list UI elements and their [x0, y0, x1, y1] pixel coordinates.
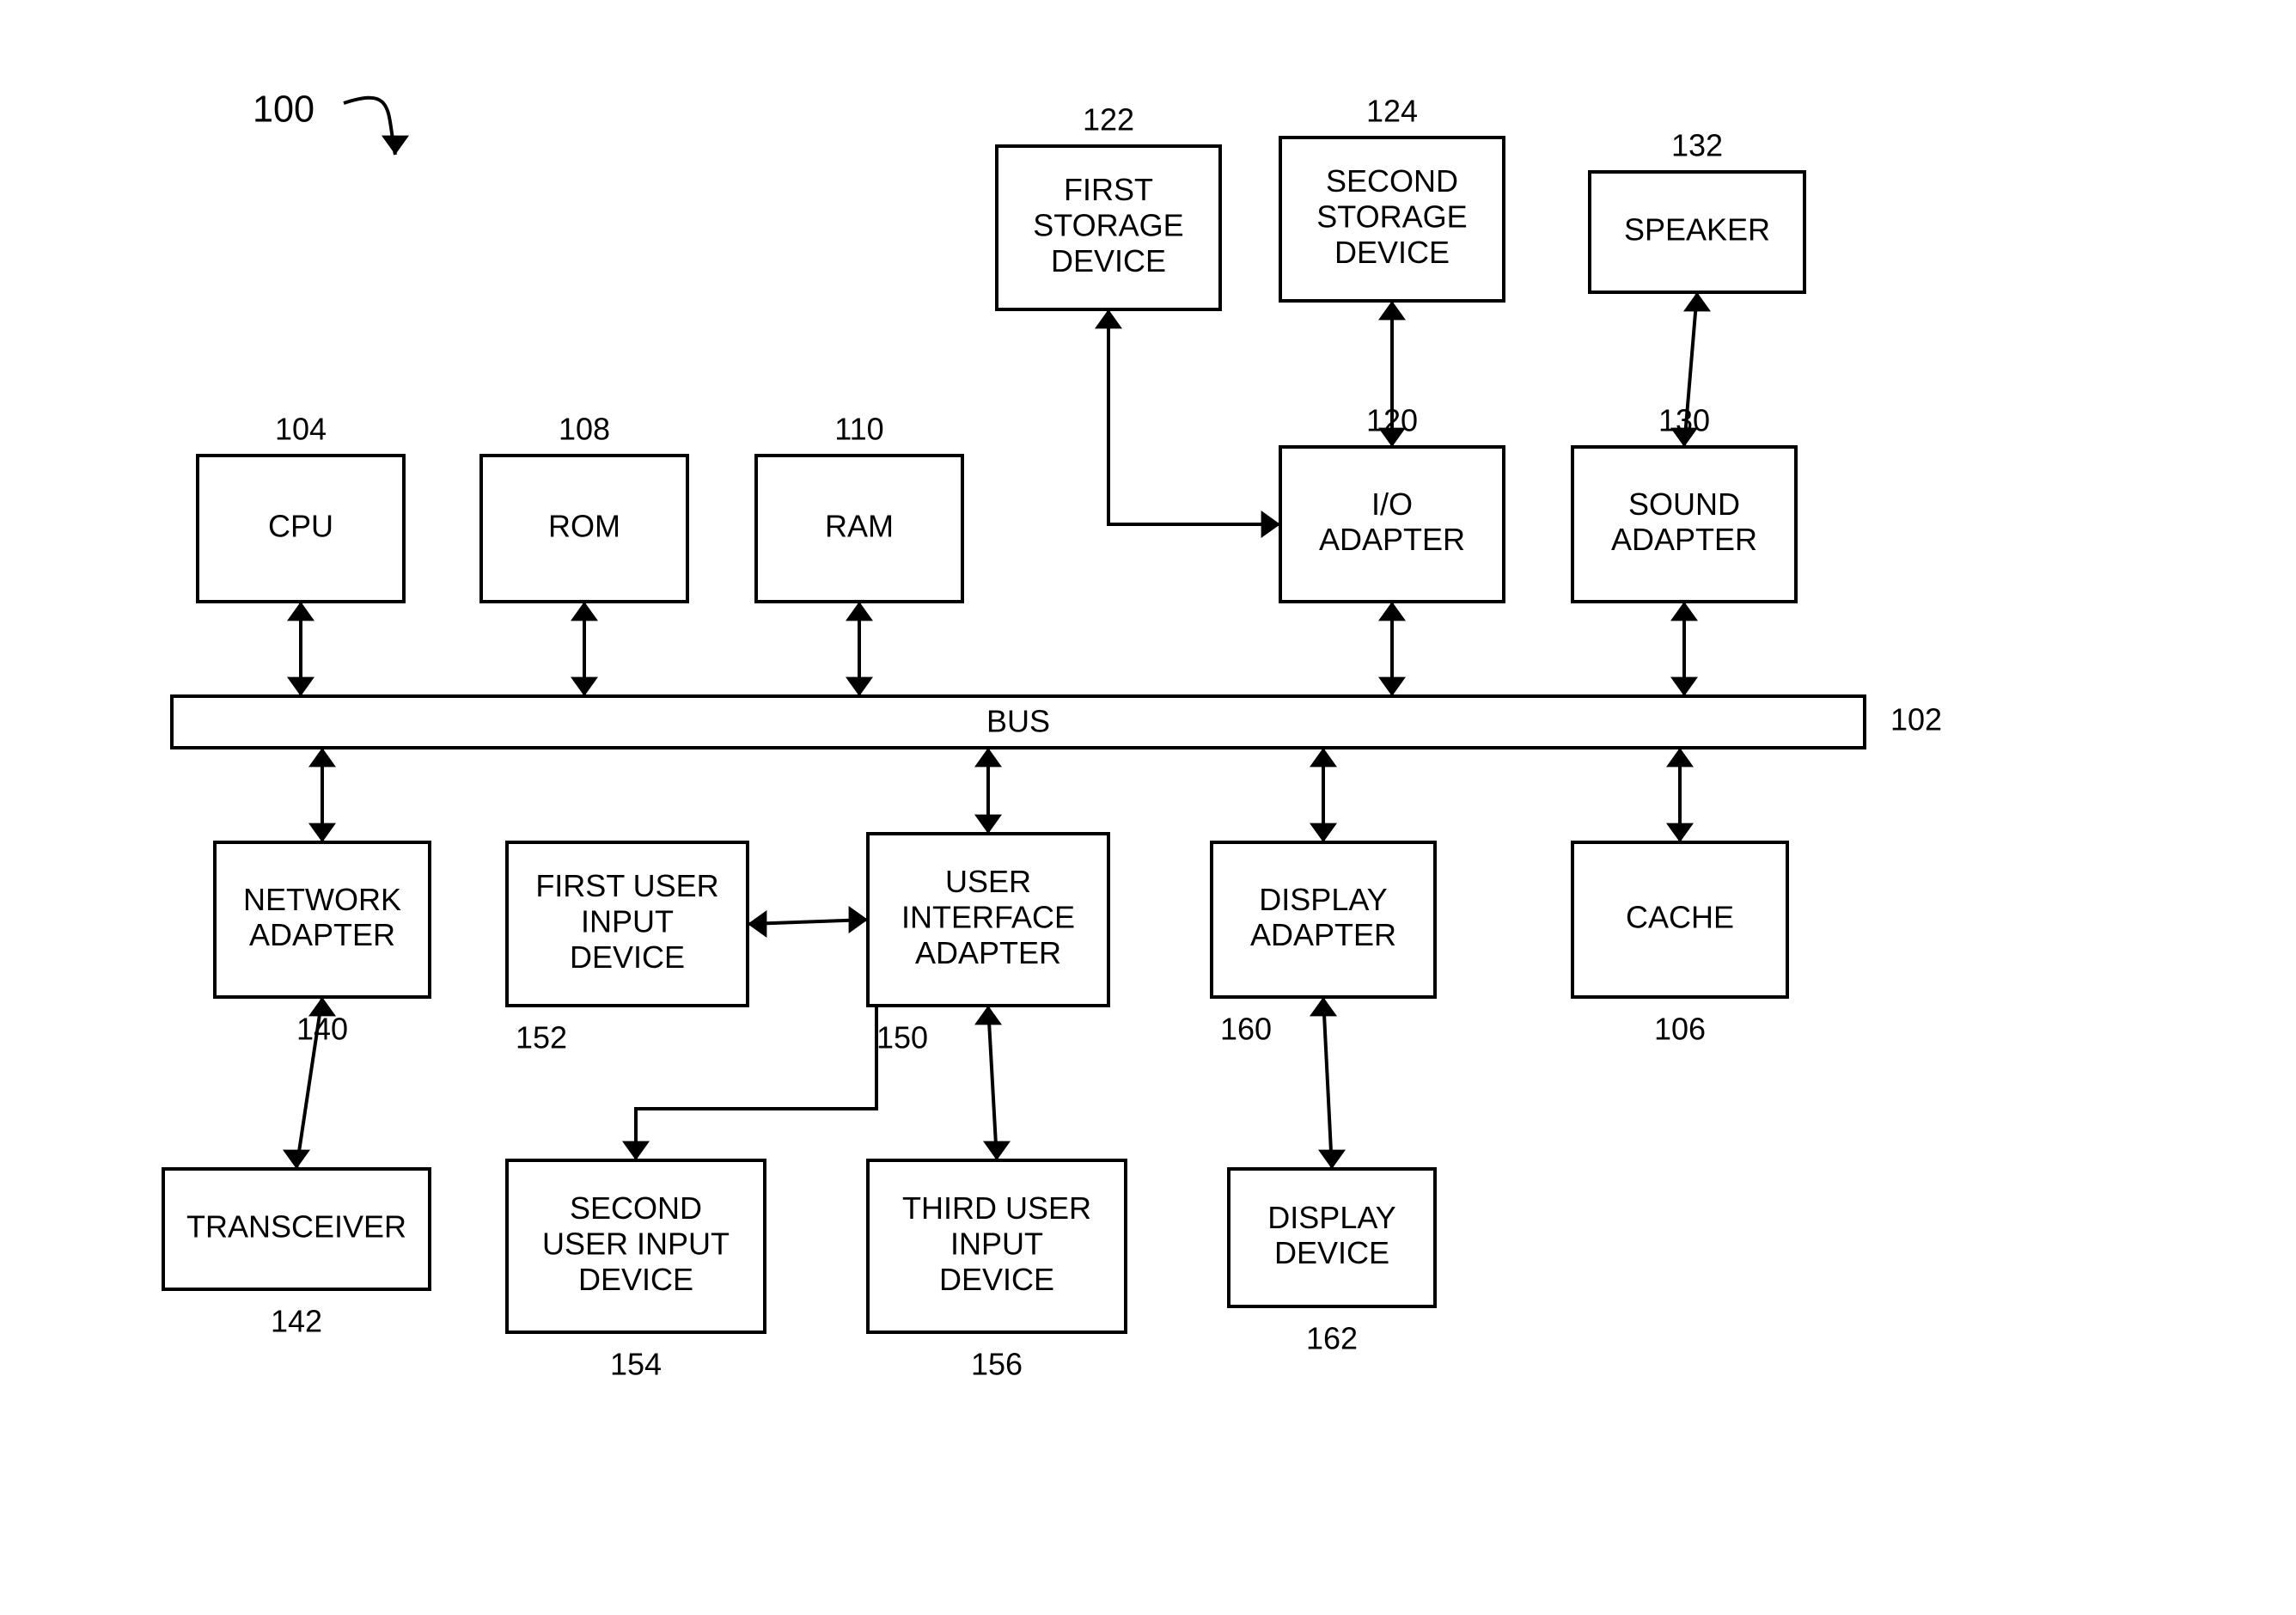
cpu-number: 104: [275, 412, 327, 447]
rom-label: ROM: [548, 509, 620, 544]
second_storage-number: 124: [1366, 94, 1418, 129]
rom-number: 108: [559, 412, 610, 447]
io_adapter-label: I/O: [1371, 486, 1413, 522]
edge-display_adapter-display_device: [1323, 997, 1332, 1169]
second_user_input-label: SECOND: [570, 1190, 702, 1226]
system-block-diagram: 100BUS102CPU104ROM108RAM110FIRSTSTORAGED…: [0, 0, 2296, 1615]
network_adapter-number: 140: [296, 1012, 348, 1047]
first_user_input-number: 152: [516, 1020, 567, 1055]
third_user_input-label: THIRD USER: [902, 1190, 1091, 1226]
first_storage-number: 122: [1083, 102, 1134, 138]
third_user_input-label: DEVICE: [939, 1262, 1054, 1297]
second_user_input-number: 154: [610, 1347, 662, 1382]
ui_adapter-number: 150: [876, 1020, 928, 1055]
display_device-label: DEVICE: [1274, 1235, 1389, 1270]
io_adapter-label: ADAPTER: [1319, 522, 1465, 557]
ram-label: RAM: [825, 509, 894, 544]
second_user_input-label: DEVICE: [578, 1262, 693, 1297]
ram-number: 110: [834, 412, 883, 447]
cache-number: 106: [1654, 1012, 1706, 1047]
display_adapter-label: DISPLAY: [1259, 882, 1387, 917]
first_user_input-label: INPUT: [581, 904, 674, 939]
sound_adapter-label: ADAPTER: [1611, 522, 1757, 557]
second_storage-label: SECOND: [1326, 163, 1458, 199]
second_storage-label: STORAGE: [1316, 199, 1467, 235]
display_adapter-number: 160: [1220, 1012, 1272, 1047]
third_user_input-number: 156: [971, 1347, 1023, 1382]
figure-arrow: [344, 98, 395, 155]
third_user_input-label: INPUT: [950, 1227, 1043, 1262]
first_storage-label: DEVICE: [1051, 243, 1166, 278]
speaker-label: SPEAKER: [1624, 212, 1770, 248]
edge-ui_adapter-third_user_input: [988, 1006, 997, 1160]
second_storage-label: DEVICE: [1334, 235, 1450, 270]
network_adapter-label: ADAPTER: [249, 917, 395, 952]
display_adapter-label: ADAPTER: [1250, 917, 1396, 952]
display_device-label: DISPLAY: [1267, 1200, 1395, 1235]
bus-number: 102: [1890, 702, 1942, 737]
bus-label: BUS: [986, 704, 1050, 739]
first_storage-label: STORAGE: [1033, 208, 1183, 243]
ui_adapter-label: USER: [945, 864, 1031, 899]
figure-number: 100: [253, 89, 314, 130]
display_device-number: 162: [1306, 1321, 1358, 1356]
second_user_input-label: USER INPUT: [542, 1227, 730, 1262]
first_user_input-label: DEVICE: [570, 939, 685, 975]
cpu-label: CPU: [268, 509, 333, 544]
sound_adapter-label: SOUND: [1628, 486, 1740, 522]
edge-second_user_to_ui: [636, 1006, 876, 1160]
network_adapter-label: NETWORK: [243, 882, 401, 917]
ui_adapter-label: INTERFACE: [901, 900, 1075, 935]
transceiver-label: TRANSCEIVER: [186, 1209, 406, 1245]
ui_adapter-label: ADAPTER: [915, 935, 1061, 970]
edge-first_storage_to_io: [1108, 309, 1280, 524]
transceiver-number: 142: [271, 1304, 322, 1339]
first_user_input-label: FIRST USER: [535, 868, 718, 903]
first_storage-label: FIRST: [1064, 172, 1153, 207]
speaker-number: 132: [1671, 128, 1723, 163]
cache-label: CACHE: [1626, 900, 1734, 935]
